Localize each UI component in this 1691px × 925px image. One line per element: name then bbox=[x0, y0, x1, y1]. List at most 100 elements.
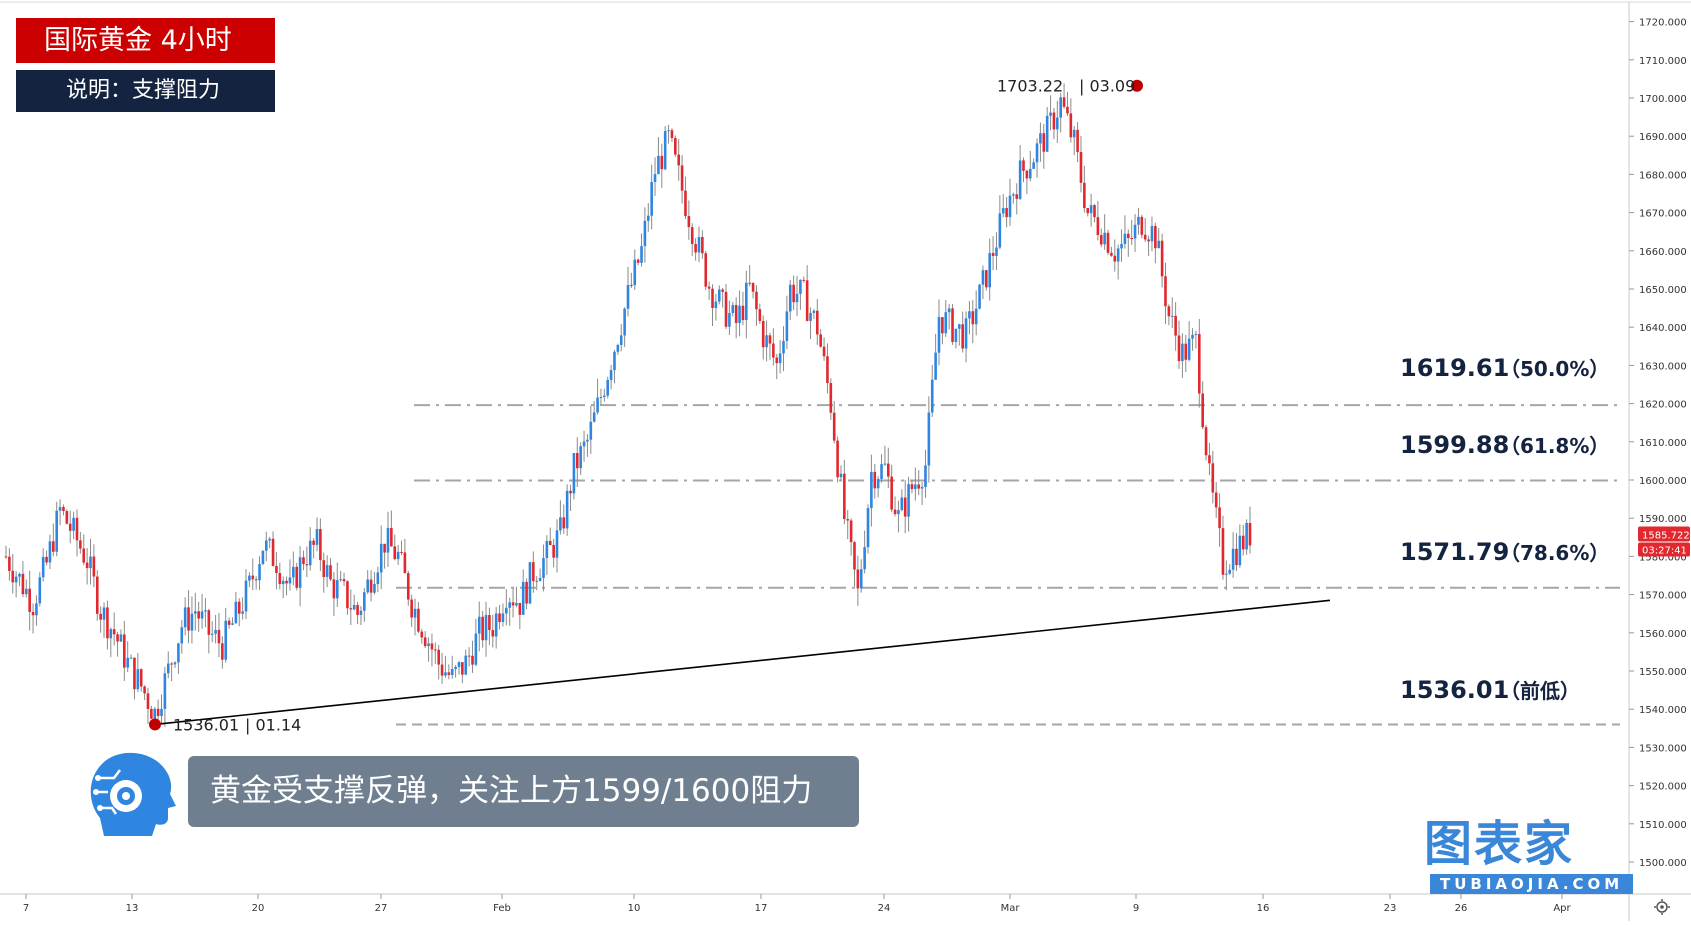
candle-body bbox=[187, 607, 190, 631]
y-tick-label: 1720.000 bbox=[1639, 18, 1687, 29]
candle-body bbox=[1025, 170, 1029, 179]
candle-body bbox=[292, 566, 295, 578]
candle-body bbox=[876, 479, 880, 489]
candle-body bbox=[738, 305, 741, 324]
candle-body bbox=[85, 562, 89, 569]
candle-body bbox=[1170, 315, 1174, 317]
candle-body bbox=[927, 412, 931, 466]
candle-body bbox=[423, 637, 427, 647]
candle-body bbox=[139, 669, 143, 687]
candle-body bbox=[477, 616, 481, 634]
candle-body bbox=[944, 312, 948, 334]
y-tick-label: 1640.000 bbox=[1639, 323, 1687, 334]
candle-body bbox=[1123, 233, 1127, 244]
candle-body bbox=[379, 543, 383, 573]
candle-body bbox=[937, 317, 941, 353]
candle-body bbox=[897, 510, 900, 515]
candle-body bbox=[68, 523, 72, 531]
candle-body bbox=[221, 643, 224, 660]
candle-body bbox=[440, 664, 444, 676]
candle-body bbox=[434, 649, 437, 651]
candle-body bbox=[79, 540, 82, 549]
y-tick-label: 1550.000 bbox=[1639, 667, 1687, 678]
candle-body bbox=[190, 613, 194, 631]
candle-body bbox=[816, 310, 819, 335]
candle-body bbox=[707, 286, 711, 289]
candle-body bbox=[308, 540, 312, 566]
support-resistance-levels: 1619.61（50.0%） 1599.88（61.8%） 1571.79（78.6… bbox=[396, 354, 1620, 726]
candle-body bbox=[322, 560, 326, 577]
candle-body bbox=[1143, 234, 1147, 240]
candle-body bbox=[150, 708, 153, 719]
candle-body bbox=[917, 484, 921, 489]
x-tick-label: 17 bbox=[755, 903, 768, 914]
y-tick-label: 1590.000 bbox=[1639, 514, 1687, 525]
candle-body bbox=[1059, 97, 1062, 118]
candle-body bbox=[1167, 306, 1171, 317]
candle-body bbox=[991, 252, 995, 256]
candle-body bbox=[302, 557, 305, 565]
candle-body bbox=[1204, 427, 1208, 456]
candle-body bbox=[1042, 133, 1046, 152]
candle-body bbox=[224, 620, 228, 660]
candle-body bbox=[335, 580, 339, 599]
x-tick-label: 20 bbox=[252, 903, 265, 914]
candle-body bbox=[1228, 569, 1232, 574]
candle-body bbox=[129, 657, 133, 659]
candle-body bbox=[907, 484, 910, 517]
candle-body bbox=[548, 540, 552, 545]
candle-body bbox=[271, 538, 275, 566]
candle-body bbox=[498, 613, 501, 623]
candle-body bbox=[626, 284, 630, 309]
candle-body bbox=[755, 291, 758, 310]
candle-body bbox=[680, 165, 684, 191]
candle-body bbox=[332, 579, 336, 599]
candle-body bbox=[1083, 182, 1086, 209]
candle-body bbox=[207, 610, 211, 635]
candle-body bbox=[636, 259, 640, 263]
candle-body bbox=[717, 289, 721, 302]
candle-body bbox=[836, 440, 839, 478]
candle-body bbox=[396, 551, 400, 560]
candle-body bbox=[947, 308, 951, 313]
level-pct-label: （50.0%） bbox=[1500, 357, 1609, 381]
candle-body bbox=[319, 529, 322, 561]
candle-body bbox=[954, 328, 958, 342]
candle-body bbox=[1005, 208, 1008, 218]
candle-body bbox=[1211, 463, 1215, 493]
low-marker-date: | 01.14 bbox=[245, 715, 301, 734]
settings-gear-icon[interactable] bbox=[1654, 899, 1670, 915]
candle-body bbox=[1187, 338, 1191, 360]
candle-body bbox=[92, 556, 96, 577]
candle-body bbox=[41, 556, 45, 578]
candle-body bbox=[849, 520, 853, 543]
y-tick-label: 1580.000 bbox=[1639, 552, 1687, 563]
candle-body bbox=[1089, 205, 1093, 214]
candle-body bbox=[863, 547, 866, 570]
candle-body bbox=[920, 487, 924, 489]
candle-body bbox=[264, 540, 268, 551]
candle-body bbox=[819, 334, 822, 347]
current-price-tag: 1585.722 03:27:41 bbox=[1638, 526, 1690, 557]
candle-body bbox=[542, 558, 545, 579]
candle-body bbox=[809, 312, 812, 321]
candle-body bbox=[461, 662, 464, 675]
candle-body bbox=[95, 576, 99, 614]
candle-body bbox=[829, 383, 833, 413]
analysis-callout: 黄金受支撑反弹，关注上方1599/1600阻力 bbox=[188, 756, 859, 827]
candle-body bbox=[146, 693, 150, 709]
candle-body bbox=[55, 510, 59, 552]
candle-body bbox=[305, 564, 309, 566]
candle-body bbox=[846, 519, 850, 521]
candle-body bbox=[183, 607, 187, 628]
candle-body bbox=[1120, 243, 1123, 249]
candle-body bbox=[454, 666, 457, 670]
candle-body bbox=[413, 608, 417, 618]
candle-body bbox=[231, 623, 234, 625]
candle-body bbox=[1116, 248, 1120, 262]
candle-body bbox=[1174, 315, 1177, 336]
candle-body bbox=[832, 412, 836, 441]
level-price-label: 1619.61 bbox=[1400, 354, 1509, 382]
candle-body bbox=[785, 311, 789, 341]
